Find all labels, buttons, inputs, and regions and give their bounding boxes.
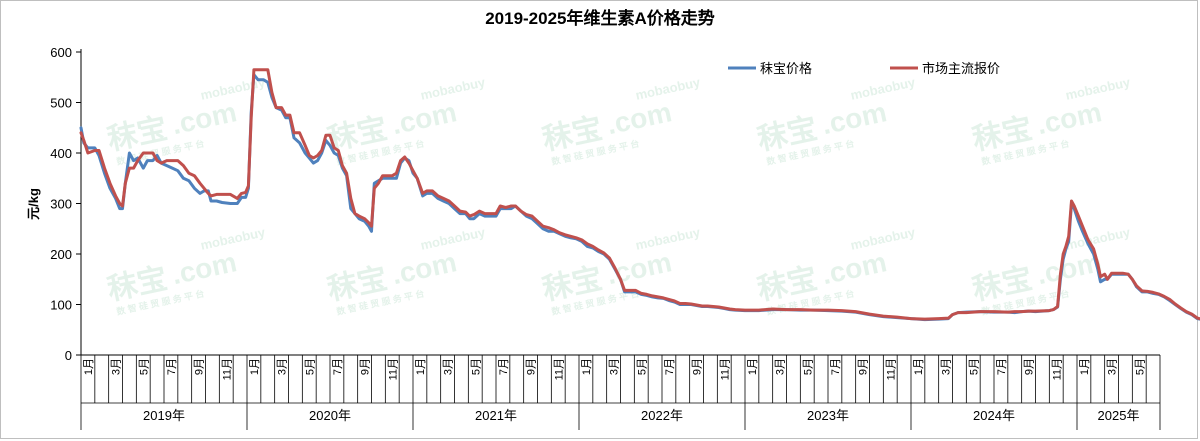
x-month-label: 5月 — [636, 358, 648, 375]
watermark-domain: .com — [169, 96, 239, 140]
series-line-2 — [79, 68, 1200, 321]
watermark-domain: .com — [169, 246, 239, 290]
x-month-label: 3月 — [941, 358, 953, 375]
x-month-label: 5月 — [802, 358, 814, 375]
y-tick-label: 500 — [50, 96, 72, 111]
x-month-label: 1月 — [747, 358, 759, 375]
x-year-label: 2019年 — [143, 408, 185, 423]
x-month-label: 7月 — [996, 358, 1008, 375]
x-month-label: 5月 — [1134, 358, 1146, 375]
series-layer — [79, 68, 1200, 322]
watermark-domain: .com — [819, 96, 889, 140]
x-month-label: 11月 — [719, 358, 731, 380]
x-month-label: 1月 — [415, 358, 427, 375]
y-tick-label: 600 — [50, 45, 72, 60]
legend-label-2: 市场主流报价 — [922, 61, 1000, 76]
x-month-label: 9月 — [858, 358, 870, 375]
watermark-domain: .com — [819, 246, 889, 290]
axes: 0 100 200 300 400 500 600 1月 3月 5月 7月 9月 11月 1月 3月 5月 7月… — [50, 45, 1161, 430]
x-year-label: 2025年 — [1098, 408, 1140, 423]
x-year-label: 2022年 — [641, 408, 683, 423]
x-month-label: 1月 — [83, 358, 95, 375]
x-month-label: 7月 — [830, 358, 842, 375]
x-month-label: 3月 — [277, 358, 289, 375]
x-month-label: 11月 — [1051, 358, 1063, 380]
x-month-label: 1月 — [913, 358, 925, 375]
x-year-label: 2023年 — [807, 408, 849, 423]
watermark-domain: .com — [389, 96, 459, 140]
chart-title: 2019-2025年维生素A价格走势 — [485, 8, 715, 28]
x-month-label: 7月 — [332, 358, 344, 375]
watermark-domain: .com — [604, 96, 674, 140]
x-month-label: 11月 — [221, 358, 233, 380]
x-month-label: 9月 — [526, 358, 538, 375]
y-tick-label: 200 — [50, 247, 72, 262]
x-month-label: 11月 — [885, 358, 897, 380]
y-tick-label: 100 — [50, 298, 72, 313]
y-tick-label: 300 — [50, 197, 72, 212]
legend-label-1: 秣宝价格 — [760, 61, 812, 76]
x-year-label: 2021年 — [475, 408, 517, 423]
watermark-domain: .com — [1034, 96, 1104, 140]
x-month-label: 9月 — [1024, 358, 1036, 375]
x-month-label: 11月 — [387, 358, 399, 380]
y-tick-label: 400 — [50, 146, 72, 161]
x-month-label: 5月 — [470, 358, 482, 375]
x-month-label: 9月 — [194, 358, 206, 375]
x-month-label: 5月 — [304, 358, 316, 375]
x-month-label: 1月 — [1079, 358, 1091, 375]
x-month-label: 11月 — [553, 358, 565, 380]
legend: 秣宝价格 市场主流报价 — [728, 61, 1000, 76]
x-month-label: 9月 — [360, 358, 372, 375]
x-month-label: 3月 — [111, 358, 123, 375]
x-month-label: 3月 — [775, 358, 787, 375]
y-axis-label: 元/kg — [26, 188, 41, 220]
x-month-label: 7月 — [664, 358, 676, 375]
x-month-label: 1月 — [581, 358, 593, 375]
x-month-label: 7月 — [166, 358, 178, 375]
x-month-label: 1月 — [249, 358, 261, 375]
x-month-label: 5月 — [138, 358, 150, 375]
x-month-label: 3月 — [1107, 358, 1119, 375]
x-month-label: 3月 — [609, 358, 621, 375]
x-year-label: 2024年 — [973, 408, 1015, 423]
x-month-label: 5月 — [968, 358, 980, 375]
x-month-label: 7月 — [498, 358, 510, 375]
x-month-label: 3月 — [443, 358, 455, 375]
watermark-domain: .com — [389, 246, 459, 290]
x-year-label: 2020年 — [309, 408, 351, 423]
x-month-label: 9月 — [692, 358, 704, 375]
y-tick-label: 0 — [65, 348, 72, 363]
